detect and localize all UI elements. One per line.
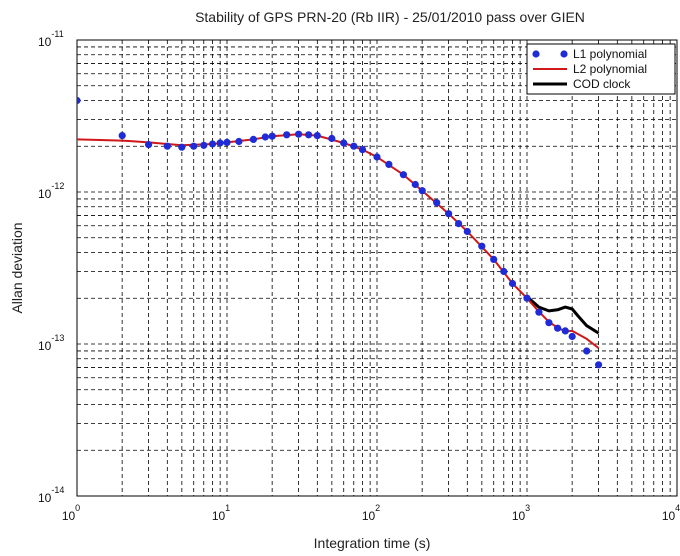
data-point — [313, 132, 321, 140]
series-l1-polynomial — [77, 96, 603, 369]
x-tick-label: 101 — [212, 503, 230, 523]
data-point — [77, 96, 81, 105]
legend-label: L2 polynomial — [573, 62, 647, 76]
data-point — [350, 142, 358, 150]
x-axis-label: Integration time (s) — [314, 535, 431, 551]
x-tick-base: 10 — [362, 509, 376, 523]
y-tick-base: 10 — [38, 491, 52, 505]
data-point — [411, 180, 419, 189]
data-point — [595, 361, 603, 369]
data-point — [463, 227, 471, 236]
data-point — [561, 327, 569, 335]
data-point — [163, 142, 171, 150]
x-tick-base: 10 — [512, 509, 526, 523]
data-point — [385, 160, 393, 168]
series-line — [526, 295, 600, 335]
data-point — [295, 130, 303, 138]
data-point — [568, 332, 576, 341]
y-tick-label: 10-14 — [38, 485, 64, 505]
data-point — [358, 146, 367, 154]
x-tick-label: 104 — [662, 503, 680, 523]
x-tick-exponent: 3 — [525, 503, 530, 513]
data-point — [500, 267, 508, 276]
y-tick-base: 10 — [38, 35, 52, 49]
x-tick-label: 103 — [512, 503, 530, 523]
x-tick-exponent: 2 — [375, 503, 380, 513]
data-point — [118, 132, 126, 140]
data-point — [535, 308, 543, 316]
data-point — [418, 187, 426, 195]
data-point — [340, 139, 348, 147]
y-tick-label: 10-12 — [38, 181, 64, 201]
y-tick-exponent: -13 — [51, 333, 64, 343]
plot-area-frame — [76, 39, 678, 497]
data-point — [200, 141, 208, 149]
data-point — [305, 131, 313, 139]
data-point — [433, 199, 441, 207]
x-tick-base: 10 — [212, 509, 226, 523]
data-point — [216, 139, 224, 147]
data-point — [445, 210, 453, 218]
y-tick-exponent: -14 — [51, 485, 64, 495]
grid — [77, 40, 677, 496]
legend-marker — [532, 50, 540, 58]
y-axis-label: Allan deviation — [9, 222, 25, 313]
legend-marker — [560, 50, 568, 58]
data-point — [523, 294, 531, 302]
data-point — [249, 135, 257, 143]
data-point — [399, 171, 407, 179]
series-cod-clock — [526, 295, 600, 335]
data-point — [145, 141, 153, 149]
data-point — [554, 324, 562, 332]
data-point — [178, 143, 186, 151]
data-point — [455, 220, 463, 228]
data-point — [508, 279, 517, 288]
x-tick-base: 10 — [62, 509, 76, 523]
legend-label: COD clock — [573, 77, 631, 91]
data-point — [235, 137, 243, 146]
x-tick-exponent: 1 — [225, 503, 230, 513]
y-tick-base: 10 — [38, 187, 52, 201]
y-tick-exponent: -12 — [51, 181, 64, 191]
data-point — [208, 140, 217, 148]
x-tick-label: 100 — [62, 503, 80, 523]
legend-label: L1 polynomial — [573, 47, 647, 61]
data-point — [545, 319, 553, 327]
data-point — [478, 242, 486, 250]
data-point — [261, 133, 269, 141]
chart-title: Stability of GPS PRN-20 (Rb IIR) - 25/01… — [195, 9, 585, 25]
data-point — [190, 142, 198, 150]
y-tick-base: 10 — [38, 339, 52, 353]
data-point — [583, 347, 591, 355]
data-point — [373, 153, 381, 161]
data-point — [268, 132, 276, 140]
y-tick-label: 10-13 — [38, 333, 64, 353]
x-tick-base: 10 — [662, 509, 676, 523]
data-point — [223, 138, 231, 146]
x-tick-label: 102 — [362, 503, 380, 523]
x-tick-exponent: 4 — [675, 503, 680, 513]
x-tick-exponent: 0 — [75, 503, 80, 513]
y-tick-label: 10-11 — [38, 29, 64, 49]
y-tick-exponent: -11 — [51, 29, 63, 39]
series-layer — [77, 96, 603, 369]
data-point — [283, 131, 291, 139]
data-point — [328, 134, 336, 143]
data-point — [490, 255, 498, 263]
